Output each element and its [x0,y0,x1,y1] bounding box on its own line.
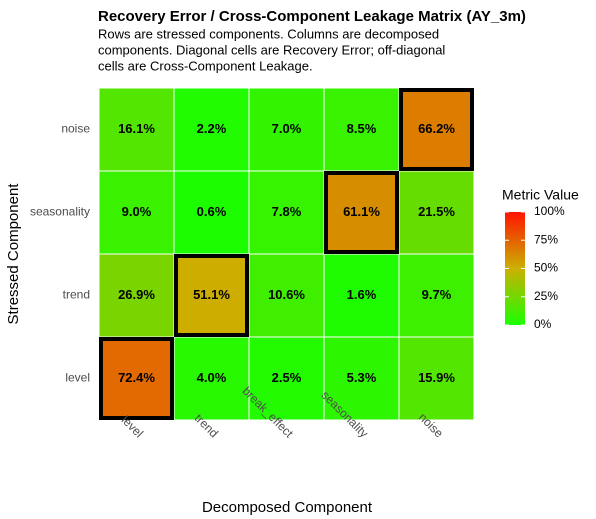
cell-label: 2.2% [197,121,227,136]
heatmap-cell [99,254,174,337]
cell-label: 2.5% [272,370,302,385]
diagonal-highlight [174,254,249,337]
y-tick-label: seasonality [30,205,90,219]
heatmap-cell [324,171,399,254]
legend-title: Metric Value [502,187,579,203]
cell-label: 51.1% [193,287,230,302]
cell-label: 72.4% [118,370,155,385]
colorbar-tick-label: 0% [534,317,552,331]
cell-label: 16.1% [118,121,155,136]
cell-label: 7.0% [272,121,302,136]
colorbar-tick-label: 100% [534,204,565,218]
heatmap-cell [324,337,399,420]
heatmap-cell [399,254,474,337]
cell-label: 10.6% [268,287,305,302]
chart-title: Recovery Error / Cross-Component Leakage… [98,8,526,25]
cell-label: 15.9% [418,370,455,385]
heatmap-cell [249,254,324,337]
cell-label: 5.3% [347,370,377,385]
cell-label: 66.2% [418,121,455,136]
heatmap-cell [249,171,324,254]
heatmap-cell [324,254,399,337]
cell-label: 8.5% [347,121,377,136]
y-tick-label: noise [61,122,90,136]
heatmap-cell [174,171,249,254]
heatmap-cell [99,88,174,171]
heatmap-cell [399,171,474,254]
heatmap-cell [249,337,324,420]
colorbar-tick-label: 50% [534,261,558,275]
heatmap-cell [174,88,249,171]
heatmap-cell [174,337,249,420]
cell-label: 7.8% [272,204,302,219]
cell-label: 1.6% [347,287,377,302]
y-axis-title: Stressed Component [5,183,22,325]
cell-label: 26.9% [118,287,155,302]
heatmap-cell [249,88,324,171]
diagonal-highlight [324,171,399,254]
heatmap-cell [399,88,474,171]
cell-label: 21.5% [418,204,455,219]
cell-label: 9.0% [122,204,152,219]
heatmap-cell [324,88,399,171]
heatmap-cell [99,337,174,420]
y-tick-label: trend [63,288,90,302]
chart-subtitle: cells are Cross-Component Leakage. [98,58,313,73]
heatmap-cell [399,337,474,420]
chart-subtitle: components. Diagonal cells are Recovery … [98,42,445,57]
heatmap-cell [99,171,174,254]
y-tick-label: level [65,371,90,385]
cell-label: 4.0% [197,370,227,385]
heatmap-cell [174,254,249,337]
colorbar-tick-label: 25% [534,289,558,303]
x-axis-title: Decomposed Component [202,499,373,516]
cell-label: 0.6% [197,204,227,219]
diagonal-highlight [99,337,174,420]
colorbar-tick-label: 75% [534,232,558,246]
diagonal-highlight [399,88,474,171]
colorbar [505,212,525,325]
chart-subtitle: Rows are stressed components. Columns ar… [98,26,439,41]
cell-label: 61.1% [343,204,380,219]
cell-label: 9.7% [422,287,452,302]
